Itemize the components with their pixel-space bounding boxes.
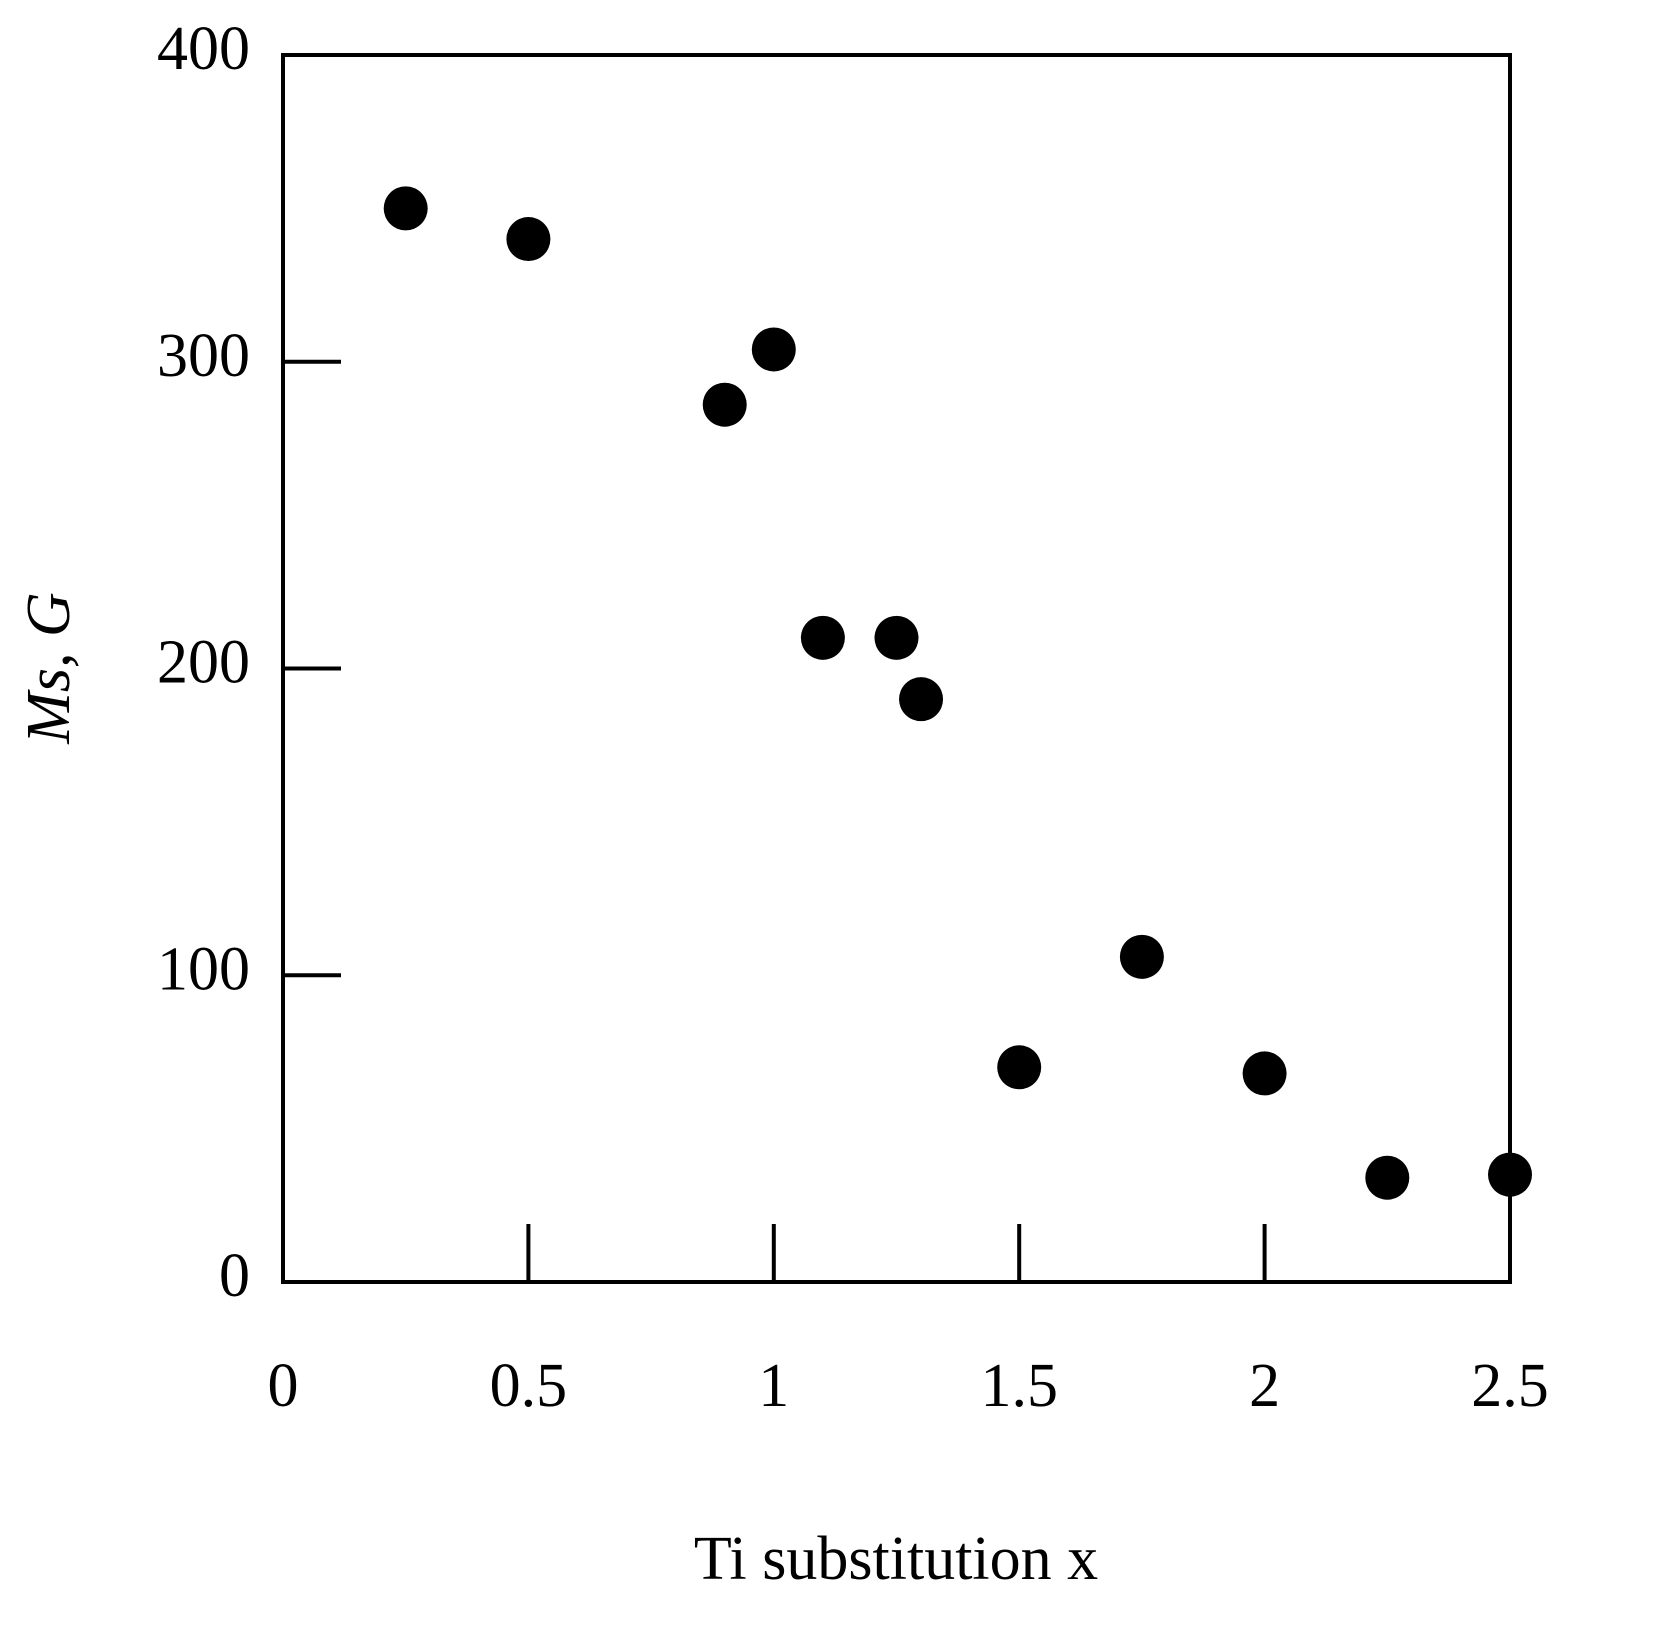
x-tick-label: 2 bbox=[1249, 1352, 1280, 1420]
point bbox=[1242, 1051, 1287, 1096]
x-axis-label: Ti substitution x bbox=[694, 1525, 1098, 1593]
y-tick-label: 400 bbox=[157, 15, 250, 83]
x-tick-label: 1 bbox=[758, 1352, 789, 1420]
plot-frame bbox=[281, 53, 1512, 1284]
x-tick-label: 2.5 bbox=[1471, 1352, 1549, 1420]
y-tick-label: 100 bbox=[157, 935, 250, 1003]
point bbox=[506, 217, 551, 262]
point bbox=[751, 327, 796, 372]
y-tick-label: 300 bbox=[157, 322, 250, 390]
point bbox=[997, 1045, 1042, 1090]
point bbox=[702, 382, 747, 427]
point bbox=[383, 186, 428, 231]
x-tick-label: 0.5 bbox=[490, 1352, 568, 1420]
x-tick-label: 0 bbox=[268, 1352, 299, 1420]
point bbox=[899, 677, 944, 722]
point bbox=[1488, 1152, 1532, 1197]
point bbox=[1119, 934, 1164, 979]
y-tick-label: 0 bbox=[219, 1242, 250, 1310]
y-tick-label: 200 bbox=[157, 629, 250, 697]
x-tick-label: 1.5 bbox=[980, 1352, 1058, 1420]
y-axis-label: Ms, G bbox=[15, 592, 83, 745]
point bbox=[1365, 1155, 1410, 1200]
point bbox=[800, 615, 845, 660]
point bbox=[874, 615, 919, 660]
